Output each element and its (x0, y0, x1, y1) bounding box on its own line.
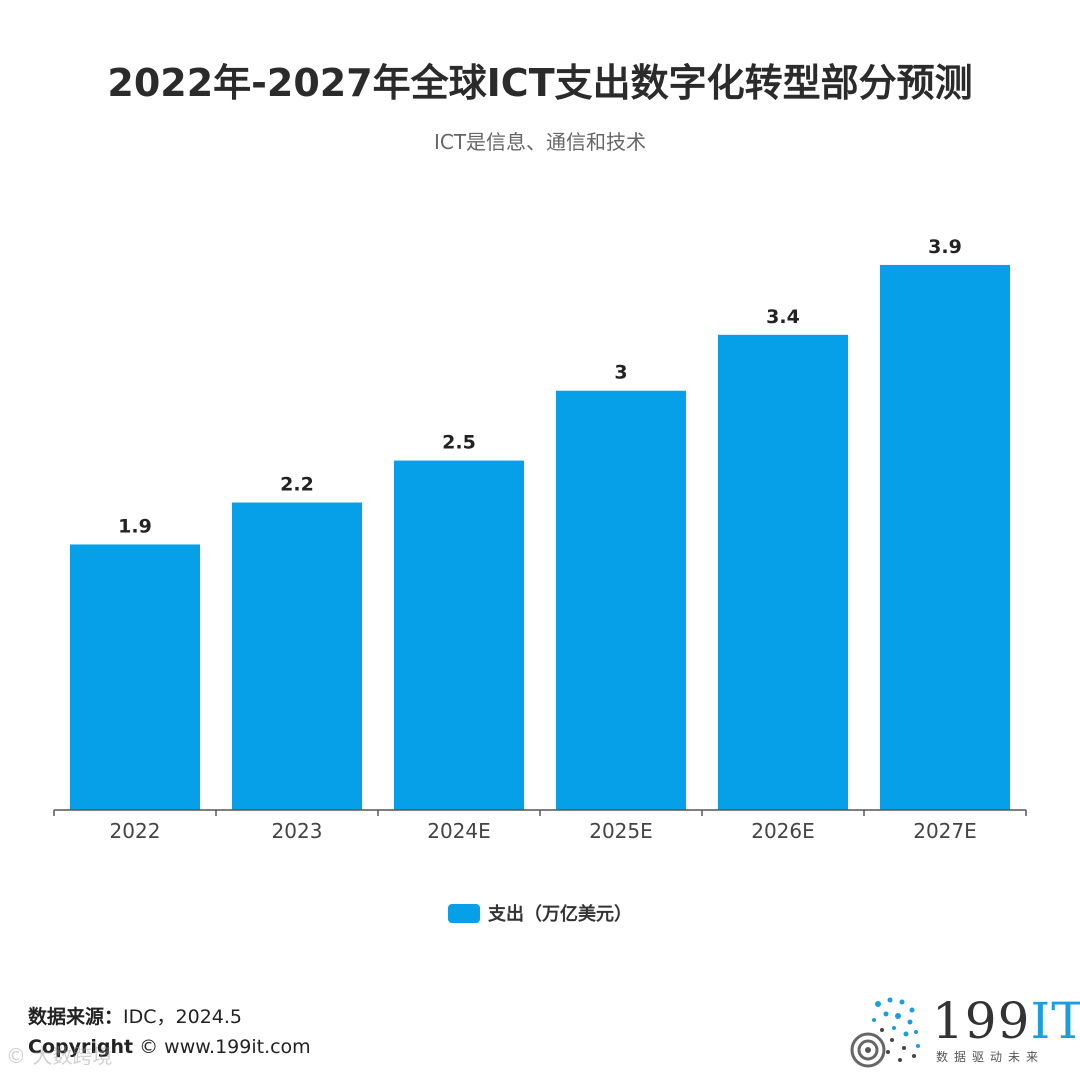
logo-text-it: IT (1030, 992, 1080, 1050)
copyright-label: Copyright (28, 1036, 134, 1058)
bar-2027E (880, 264, 1010, 810)
x-tick-label-2025E: 2025E (589, 819, 653, 843)
chart-subtitle: ICT是信息、通信和技术 (433, 130, 647, 154)
copyright-value: © www.199it.com (139, 1036, 311, 1058)
logo-tagline: 数据驱动未来 (936, 1050, 1045, 1064)
bar-chart: 1.9 2022 2.2 2023 2.5 2024E 3 2025E 3.4 2026E 3.9 2… (53, 236, 1027, 843)
data-source: 数据来源：IDC，2024.5 (28, 1002, 242, 1029)
bar-2025E (556, 390, 686, 810)
legend-swatch (448, 903, 480, 923)
watermark: © 大数跨境 (6, 1044, 113, 1068)
x-tick-label-2022: 2022 (110, 819, 161, 843)
data-label-2022: 1.9 (118, 515, 152, 537)
source-value: IDC，2024.5 (123, 1006, 242, 1028)
data-label-2024E: 2.5 (442, 432, 476, 454)
source-label: 数据来源： (28, 1006, 124, 1028)
x-tick-label-2024E: 2024E (427, 819, 491, 843)
logo-text: 199IT (932, 992, 1080, 1050)
bar-2022 (70, 544, 200, 810)
legend: 支出（万亿美元） (0, 900, 1080, 926)
x-tick-label-2023: 2023 (272, 819, 323, 843)
logo-text-num: 199 (932, 992, 1031, 1050)
bar-2024E (394, 460, 524, 810)
chart-title: 2022年-2027年全球ICT支出数字化转型部分预测 (107, 61, 973, 105)
data-label-2027E: 3.9 (928, 236, 962, 258)
data-label-2023: 2.2 (280, 474, 314, 496)
data-label-2025E: 3 (614, 362, 627, 384)
x-tick-label-2027E: 2027E (913, 819, 977, 843)
x-tick-label-2026E: 2026E (751, 819, 815, 843)
bar-2023 (232, 502, 362, 810)
logo-199it: 199IT 数据驱动未来 (848, 990, 1080, 1070)
copyright: Copyright © www.199it.com (28, 1036, 311, 1058)
bar-2026E (718, 334, 848, 810)
legend-label: 支出（万亿美元） (488, 904, 632, 925)
data-label-2026E: 3.4 (766, 306, 800, 328)
logo-dots-icon (850, 997, 920, 1068)
